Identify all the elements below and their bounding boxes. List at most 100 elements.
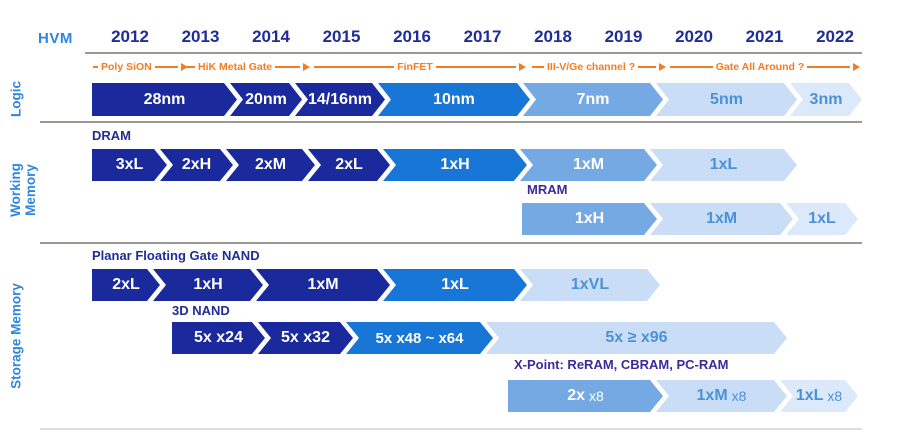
arrow-right-icon (659, 63, 666, 71)
year-label-2020: 2020 (675, 27, 713, 46)
chevron-mram-1xm: 1xM (650, 203, 793, 235)
chevron-label: 5x ≥ x96 (605, 329, 668, 346)
tech-phase-label: Gate All Around ? (715, 61, 805, 73)
arrow-right-icon (303, 63, 310, 71)
chevron-label: 1xM (307, 276, 339, 293)
chevron-logic-7nm: 7nm (523, 83, 663, 116)
chevron-dram-2xm: 2xM (226, 149, 315, 181)
section-label-line: Working (8, 163, 23, 217)
chevron-logic-5nm: 5nm (656, 83, 797, 116)
chevron-label: 5x x24 (194, 329, 243, 346)
chevron-logic-14-16nm: 14/16nm (295, 83, 385, 116)
timeline-separator (40, 242, 862, 244)
chevron-mram-1xl: 1xL (786, 203, 858, 235)
tech-phase-label: FinFET (397, 61, 433, 73)
chevron-dram-3xl: 3xL (92, 149, 167, 181)
chevron-label: 1xM (696, 387, 728, 404)
chevron-label-suffix: x8 (589, 388, 604, 404)
chevron-label: 5x x48 ~ x64 (375, 329, 464, 347)
tech-phase-line (670, 66, 713, 68)
chevron-label: 1xVL (570, 276, 610, 293)
row-caption-xpoint: X-Point: ReRAM, CBRAM, PC-RAM (514, 357, 729, 372)
chevron-label: 1xL (441, 276, 469, 293)
chevron-logic-3nm: 3nm (790, 83, 862, 116)
tech-phase-line (314, 66, 395, 68)
chevron-label: 1xL (808, 210, 836, 227)
chevron-xpoint-2x: 2x x8 (508, 380, 663, 412)
row-caption-mram: MRAM (527, 182, 568, 197)
hvm-label: HVM (38, 30, 73, 47)
year-label-2013: 2013 (181, 27, 220, 46)
chevron-label: 1xH (193, 276, 223, 293)
chevron-label: 2xL (335, 156, 363, 173)
tech-phase-label: III-V/Ge channel ? (547, 61, 636, 73)
chevron-xpoint-1xl: 1xL x8 (780, 380, 858, 412)
tech-phase-line (807, 66, 851, 68)
chevron-dram-1xl: 1xL (650, 149, 797, 181)
chevron-3d-nand-5x-x24: 5x x24 (172, 322, 265, 354)
section-label-logic: Logic (9, 81, 24, 117)
chevron-label: 1xH (574, 210, 605, 227)
chevron-label: 1xM (705, 210, 738, 227)
tech-phase-poly-sion: Poly SiON (93, 60, 188, 74)
section-label-line: Memory (23, 164, 38, 216)
timeline-separator (40, 428, 862, 430)
timeline-separator (85, 52, 862, 54)
chevron-label: 14/16nm (307, 90, 373, 108)
chevron-label: 3xL (115, 156, 144, 173)
year-label-2017: 2017 (463, 27, 502, 46)
arrow-right-icon (519, 63, 527, 71)
tech-phase-hik-metal-gate: HiK Metal Gate (183, 60, 310, 74)
tech-phase-line (154, 66, 178, 68)
tech-phase-gate-all-around: Gate All Around ? (670, 60, 861, 74)
chevron-label: 1xH (440, 156, 470, 173)
section-label-line: Logic (8, 81, 24, 117)
chevron-label: 2x (567, 387, 585, 404)
tech-phase-line (93, 66, 98, 68)
chevron-3d-nand-5x-x96: 5x ≥ x96 (486, 322, 787, 354)
chevron-planar-nand-1xm: 1xM (256, 269, 390, 301)
chevron-label: 2xM (254, 156, 287, 173)
row-caption-dram: DRAM (92, 128, 131, 143)
tech-phase-line (638, 66, 656, 68)
chevron-3d-nand-5x-x48-x64: 5x x48 ~ x64 (346, 322, 493, 354)
tech-phase-finfet: FinFET (314, 60, 527, 74)
chevron-label: 1xM (572, 156, 605, 173)
chevron-label: 20nm (245, 90, 287, 108)
chevron-label: 1xL (709, 156, 738, 173)
tech-phase-line (275, 66, 300, 68)
chevron-label: 2xL (112, 276, 140, 293)
chevron-logic-20nm: 20nm (230, 83, 302, 116)
row-caption-planar-nand: Planar Floating Gate NAND (92, 248, 260, 263)
chevron-logic-10nm: 10nm (378, 83, 530, 116)
year-label-2018: 2018 (534, 27, 572, 46)
chevron-label: 1xL (795, 387, 824, 404)
year-label-2016: 2016 (393, 27, 431, 46)
tech-phase-label: Poly SiON (101, 61, 152, 73)
tech-phase-line (183, 66, 195, 68)
tech-phase-iii-v-ge-channel: III-V/Ge channel ? (532, 60, 666, 74)
year-label-2015: 2015 (322, 27, 361, 46)
tech-phase-line (532, 66, 544, 68)
year-label-2012: 2012 (111, 27, 149, 46)
chevron-logic-28nm: 28nm (92, 83, 237, 116)
row-caption-3d-nand: 3D NAND (172, 303, 230, 318)
arrow-right-icon (853, 63, 861, 71)
chevron-label: 5nm (710, 90, 743, 108)
year-label-2014: 2014 (252, 27, 290, 46)
section-label-line: Storage Memory (8, 283, 24, 389)
chevron-planar-nand-1xh: 1xH (153, 269, 263, 301)
chevron-xpoint-1xm: 1xM x8 (656, 380, 787, 412)
chevron-planar-nand-1xl: 1xL (383, 269, 527, 301)
year-label-2021: 2021 (745, 27, 784, 46)
chevron-planar-nand-2xl: 2xL (92, 269, 160, 301)
chevron-planar-nand-1xvl: 1xVL (520, 269, 660, 301)
year-label-2022: 2022 (816, 27, 854, 46)
chevron-dram-2xl: 2xL (308, 149, 390, 181)
chevron-label: 7nm (576, 90, 610, 108)
year-label-2019: 2019 (604, 27, 643, 46)
section-label-storage-memory: Storage Memory (9, 283, 24, 389)
chevron-dram-1xh: 1xH (383, 149, 527, 181)
chevron-label: 28nm (143, 90, 186, 108)
